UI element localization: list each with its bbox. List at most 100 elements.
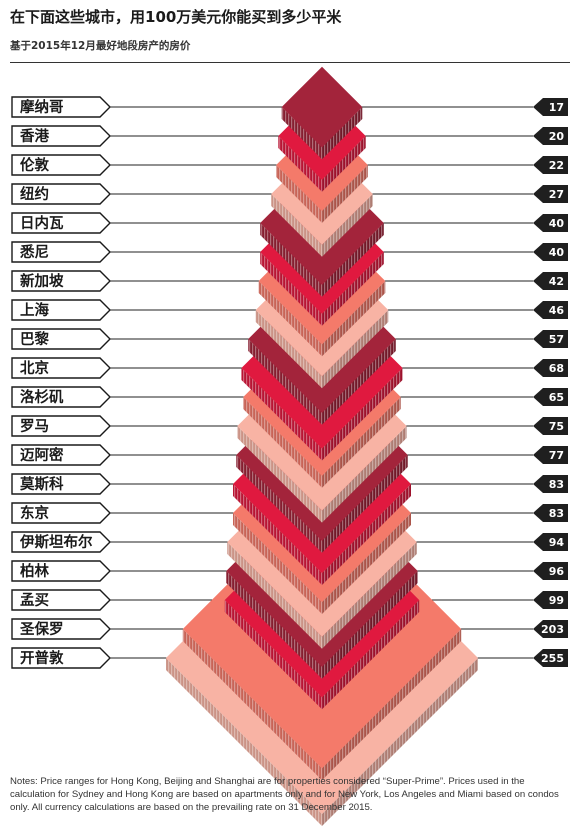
diamond-right-hatch	[322, 136, 366, 192]
value-label: 77	[533, 446, 568, 464]
value-label-box	[533, 330, 568, 348]
city-label-box	[11, 473, 111, 495]
value-label-box	[533, 98, 568, 116]
diamond-right-hatch	[322, 629, 462, 781]
city-label-box	[11, 357, 111, 379]
value-text: 77	[549, 449, 564, 462]
value-text: 57	[549, 333, 564, 346]
city-label-box	[11, 270, 111, 292]
value-label-box	[533, 446, 568, 464]
diamond-left-hatch	[232, 513, 322, 615]
diamond-left-hatch	[236, 455, 322, 553]
city-name: 开普敦	[20, 649, 64, 667]
city-label: 圣保罗	[11, 618, 111, 640]
diamond-right-hatch	[322, 542, 417, 649]
diamond-left-hatch	[271, 194, 322, 257]
title-divider	[10, 62, 570, 63]
city-name: 悉尼	[19, 243, 49, 261]
diamond-right-hatch	[322, 426, 407, 523]
diamond-left-hatch	[278, 136, 322, 192]
value-text: 83	[549, 478, 564, 491]
value-label: 40	[533, 243, 568, 261]
value-label-box	[533, 649, 568, 667]
value-label-box	[533, 388, 568, 406]
diamond-left-hatch	[237, 426, 322, 523]
diamond-left-hatch	[182, 629, 322, 781]
city-label-box	[11, 96, 111, 118]
diamond-right-hatch	[322, 165, 368, 223]
diamond-left-hatch	[276, 165, 322, 223]
diamond-right-hatch	[322, 281, 386, 357]
value-text: 40	[549, 217, 565, 230]
city-label-box	[11, 212, 111, 234]
city-label-box	[11, 618, 111, 640]
city-label: 巴黎	[11, 328, 111, 350]
value-label: 40	[533, 214, 568, 232]
value-label-box	[533, 504, 568, 522]
diamond-right-hatch	[322, 455, 408, 553]
value-text: 20	[549, 130, 565, 143]
diamond-left-hatch	[232, 484, 322, 586]
value-text: 255	[541, 652, 564, 665]
diamond-left-hatch	[241, 368, 322, 461]
value-label-box	[533, 562, 568, 580]
value-label: 99	[533, 591, 568, 609]
diamond-left-hatch	[226, 571, 322, 679]
diamond-left-hatch	[166, 658, 322, 826]
value-text: 65	[549, 391, 564, 404]
value-label: 203	[533, 620, 568, 638]
city-label-box	[11, 531, 111, 553]
city-name: 日内瓦	[20, 214, 64, 232]
city-label: 开普敦	[11, 647, 111, 669]
city-label: 纽约	[11, 183, 111, 205]
value-label: 20	[533, 127, 568, 145]
city-label: 摩纳哥	[11, 96, 111, 118]
city-name: 伦敦	[20, 156, 49, 174]
city-name: 迈阿密	[20, 446, 64, 464]
value-text: 75	[549, 420, 564, 433]
value-label-box	[533, 475, 568, 493]
value-label: 46	[533, 301, 568, 319]
value-label-box	[533, 417, 568, 435]
diamond-right-hatch	[322, 194, 373, 257]
value-label: 65	[533, 388, 568, 406]
city-label-box	[11, 328, 111, 350]
diamond-left-hatch	[260, 223, 322, 297]
diamond-left-hatch	[258, 281, 322, 357]
city-label: 上海	[11, 299, 111, 321]
value-label-box	[533, 533, 568, 551]
value-label-box	[533, 620, 568, 638]
diamond-right-hatch	[322, 339, 396, 425]
page-title: 在下面这些城市，用100万美元你能买到多少平米	[10, 8, 342, 26]
value-label-box	[533, 156, 568, 174]
city-name: 摩纳哥	[20, 98, 64, 116]
city-label-box	[11, 183, 111, 205]
diamond-right-hatch	[322, 658, 478, 826]
diamond-left-hatch	[260, 252, 322, 326]
city-name: 巴黎	[20, 330, 49, 348]
value-label: 96	[533, 562, 568, 580]
value-label: 94	[533, 533, 568, 551]
city-name: 东京	[20, 504, 49, 522]
city-label-box	[11, 386, 111, 408]
footnote: Notes: Price ranges for Hong Kong, Beiji…	[10, 776, 559, 813]
value-text: 94	[549, 536, 565, 549]
value-text: 42	[549, 275, 564, 288]
city-name: 香港	[20, 127, 49, 145]
city-name: 莫斯科	[20, 475, 64, 493]
diamond-left-hatch	[227, 542, 322, 649]
value-label: 17	[533, 98, 568, 116]
value-text: 96	[549, 565, 565, 578]
city-label-box	[11, 502, 111, 524]
city-label-box	[11, 241, 111, 263]
city-name: 罗马	[20, 418, 49, 435]
city-label: 柏林	[11, 560, 111, 582]
city-label-box	[11, 560, 111, 582]
city-label: 孟买	[11, 589, 111, 611]
city-label-box	[11, 299, 111, 321]
diamond-mark	[281, 66, 363, 160]
city-name: 洛杉矶	[20, 388, 64, 406]
value-text: 46	[549, 304, 565, 317]
value-label: 57	[533, 330, 568, 348]
